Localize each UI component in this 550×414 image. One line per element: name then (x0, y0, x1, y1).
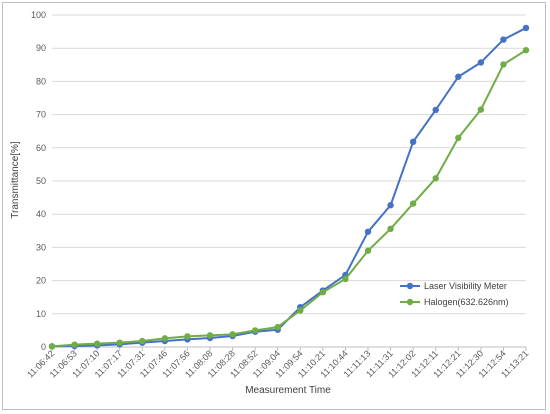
data-point (409, 200, 417, 207)
y-tick-label: 10 (36, 309, 46, 319)
series-2 (48, 46, 530, 350)
y-tick-label: 20 (36, 276, 46, 286)
data-point (139, 337, 146, 345)
y-tick-label: 60 (36, 143, 46, 153)
y-tick-label: 80 (36, 76, 46, 86)
data-point (251, 327, 259, 334)
data-point (297, 307, 304, 314)
y-tick-label: 30 (36, 242, 46, 252)
legend-item: Laser Visibility Meter (400, 281, 507, 291)
data-point (477, 59, 485, 66)
y-tick-label: 0 (41, 342, 46, 352)
legend-item: Halogen(632.626nm) (400, 297, 509, 307)
chart-frame (2, 2, 546, 410)
y-axis-ticks: 0 10 20 30 40 50 60 70 80 90 100 (31, 10, 46, 352)
data-point (500, 61, 507, 68)
data-point (48, 343, 56, 350)
data-point (455, 134, 462, 142)
y-tick-label: 90 (36, 43, 46, 53)
x-axis-ticks: 11:06:4211:06:5311:07:1011:07:1711:07:31… (25, 347, 530, 380)
gridlines (52, 14, 526, 348)
data-point (206, 332, 214, 339)
data-point (522, 24, 530, 32)
data-point (342, 275, 349, 283)
y-tick-label: 50 (36, 176, 46, 186)
y-tick-label: 40 (36, 209, 46, 219)
data-point (387, 225, 394, 233)
data-point (93, 340, 101, 347)
data-point (387, 202, 394, 209)
data-point (432, 175, 439, 182)
legend-label: Laser Visibility Meter (424, 281, 507, 291)
data-point (274, 323, 281, 331)
data-point (71, 341, 78, 348)
x-axis-label: Measurement Time (245, 385, 331, 396)
legend: Laser Visibility Meter Halogen(632.626nm) (400, 281, 509, 307)
data-point (432, 106, 439, 114)
data-point (229, 331, 236, 338)
y-axis-label: Transmittance[%] (10, 141, 21, 219)
data-point (364, 247, 372, 254)
data-point (364, 228, 372, 235)
series-lines (48, 24, 530, 350)
data-point (522, 46, 530, 54)
legend-marker (406, 298, 414, 306)
data-point (409, 138, 417, 146)
data-point (116, 339, 123, 346)
series-line (51, 49, 527, 348)
data-point (500, 36, 507, 43)
data-point (184, 333, 191, 340)
y-tick-label: 70 (36, 110, 46, 120)
legend-marker (406, 282, 414, 290)
data-point (455, 73, 462, 80)
y-tick-label: 100 (31, 10, 46, 20)
data-point (161, 335, 169, 342)
legend-label: Halogen(632.626nm) (424, 297, 509, 307)
data-point (319, 289, 327, 296)
data-point (477, 106, 485, 113)
